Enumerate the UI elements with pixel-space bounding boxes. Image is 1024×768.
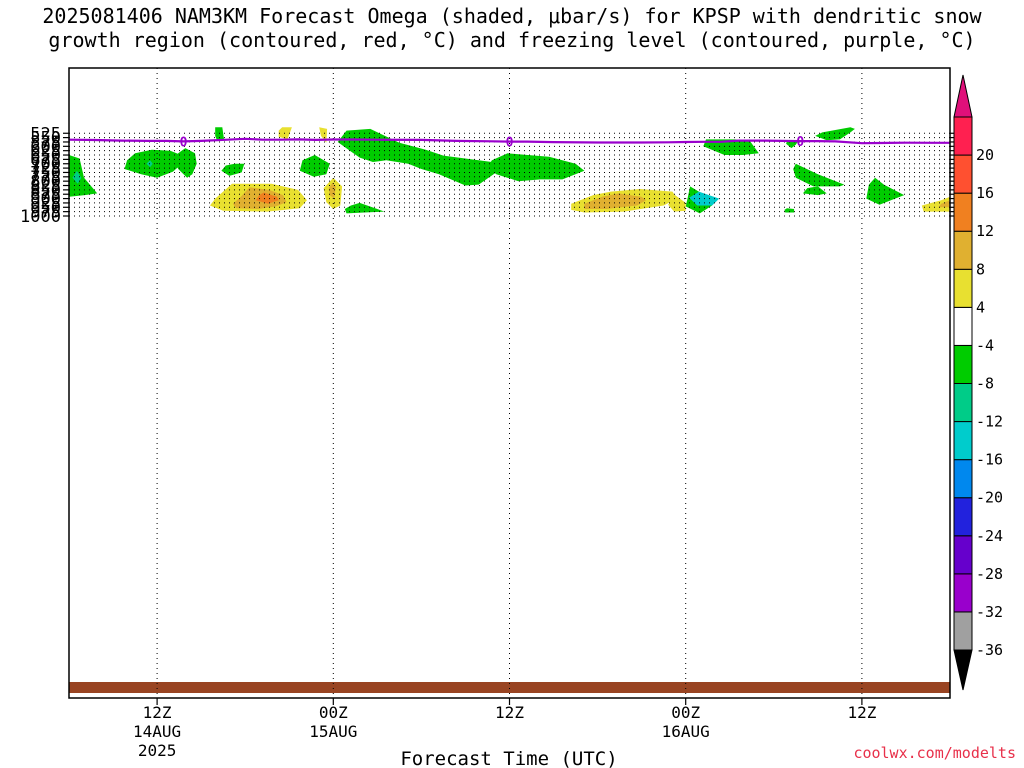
- omega-region-23: [668, 195, 686, 212]
- chart-title-line-1: 2025081406 NAM3KM Forecast Omega (shaded…: [42, 4, 982, 28]
- x-tick-label: 00Z: [671, 703, 700, 722]
- colorbar-label: -12: [976, 413, 1003, 431]
- colorbar-bin: [953, 192, 973, 232]
- y-tick-label: 600: [30, 137, 61, 157]
- y-tick-label: 775: [30, 168, 61, 188]
- colorbar-bin: [953, 344, 973, 384]
- colorbar-bin: [953, 535, 973, 575]
- y-tick-label: 750: [30, 163, 61, 183]
- site-credit: coolwx.com/modelts: [853, 744, 1016, 762]
- omega-region-13: [866, 177, 905, 205]
- omega-region-32: [255, 192, 279, 204]
- y-tick-label: 725: [30, 159, 61, 179]
- y-tick-label: 875: [30, 185, 61, 205]
- colorbar-label: -20: [976, 489, 1003, 507]
- colorbar-label: -16: [976, 451, 1003, 469]
- colorbar-label: 20: [976, 146, 994, 164]
- freezing-level-label: 0: [506, 136, 514, 151]
- colorbar-bin: [953, 116, 973, 156]
- x-tick-label: 12Z: [143, 703, 172, 722]
- chart-title-line-2: growth region (contoured, red, °C) and f…: [48, 28, 976, 52]
- colorbar-bin: [953, 230, 973, 270]
- colorbar-bin: [953, 459, 973, 499]
- y-tick-label: 1000: [20, 207, 61, 227]
- y-tick-label: 575: [30, 133, 61, 153]
- x-tick-date: 15AUG: [309, 722, 357, 741]
- omega-region-30: [584, 193, 647, 209]
- colorbar-label: -36: [976, 641, 1003, 659]
- omega-region-7: [487, 153, 585, 182]
- omega-region-3: [174, 148, 197, 178]
- y-tick-label: 650: [30, 146, 61, 166]
- omega-region-25: [278, 127, 292, 140]
- colorbar-label: 12: [976, 222, 994, 240]
- x-axis-label: Forecast Time (UTC): [400, 748, 617, 768]
- y-tick-label: 925: [30, 194, 61, 214]
- omega-region-12: [802, 186, 827, 196]
- omega-region-31: [938, 200, 950, 208]
- y-tick-label: 850: [30, 181, 61, 201]
- colorbar-label: -8: [976, 375, 994, 393]
- omega-region-6: [299, 155, 330, 177]
- y-tick-label: 675: [30, 150, 61, 170]
- omega-region-2: [124, 149, 182, 178]
- y-tick-label: 975: [30, 203, 61, 223]
- omega-region-11: [793, 163, 845, 187]
- colorbar-under-arrow: [953, 649, 973, 691]
- colorbar-bin: [953, 306, 973, 346]
- colorbar-bin: [953, 421, 973, 461]
- omega-region-0: [215, 127, 225, 141]
- x-tick-year: 2025: [138, 741, 177, 760]
- omega-region-15: [344, 202, 385, 214]
- grid-lines: [69, 68, 950, 698]
- colorbar-label: 16: [976, 184, 994, 202]
- colorbar-bin: [953, 497, 973, 537]
- omega-region-18: [72, 170, 82, 184]
- y-tick-label: 825: [30, 177, 61, 197]
- freezing-level-contour: 0 0 0: [68, 135, 950, 151]
- omega-region-4: [69, 155, 98, 197]
- colorbar-bin: [953, 611, 973, 651]
- freezing-level-line: [68, 137, 950, 145]
- omega-region-5: [221, 163, 245, 176]
- colorbar-label: 4: [976, 298, 985, 316]
- colorbar-bin: [953, 573, 973, 613]
- colorbar-label: -28: [976, 565, 1003, 583]
- freezing-level-label: 0: [180, 135, 188, 150]
- y-tick-label: 625: [30, 142, 61, 162]
- y-tick-label: 700: [30, 155, 61, 175]
- omega-region-24: [921, 196, 950, 212]
- y-tick-label: 950: [30, 198, 61, 218]
- colorbar-label: 8: [976, 260, 985, 278]
- x-tick-date: 16AUG: [662, 722, 710, 741]
- colorbar-label: -24: [976, 527, 1003, 545]
- y-tick-label: 550: [30, 129, 61, 149]
- omega-region-10: [815, 127, 855, 141]
- colorbar-bin: [953, 154, 973, 194]
- ground-surface-band: [69, 682, 950, 693]
- omega-region-1: [337, 128, 497, 186]
- freezing-level-label: 0: [796, 135, 804, 150]
- colorbar-label: -32: [976, 603, 1003, 621]
- x-tick-date: 14AUG: [133, 722, 181, 741]
- y-tick-label: 900: [30, 190, 61, 210]
- x-tick-label: 12Z: [847, 703, 876, 722]
- omega-region-16: [784, 208, 795, 213]
- y-tick-label: 800: [30, 172, 61, 192]
- colorbar-bin: [953, 268, 973, 308]
- colorbar-bin: [953, 383, 973, 423]
- x-tick-label: 00Z: [319, 703, 348, 722]
- colorbar-legend: -36 -32 -28 -24 -20 -16 -12 -8 -4 4 8 12 16 20: [953, 74, 1003, 691]
- colorbar-label: -4: [976, 336, 994, 354]
- y-tick-label: 525: [30, 124, 61, 144]
- colorbar-over-arrow: [953, 74, 973, 118]
- x-tick-label: 12Z: [495, 703, 524, 722]
